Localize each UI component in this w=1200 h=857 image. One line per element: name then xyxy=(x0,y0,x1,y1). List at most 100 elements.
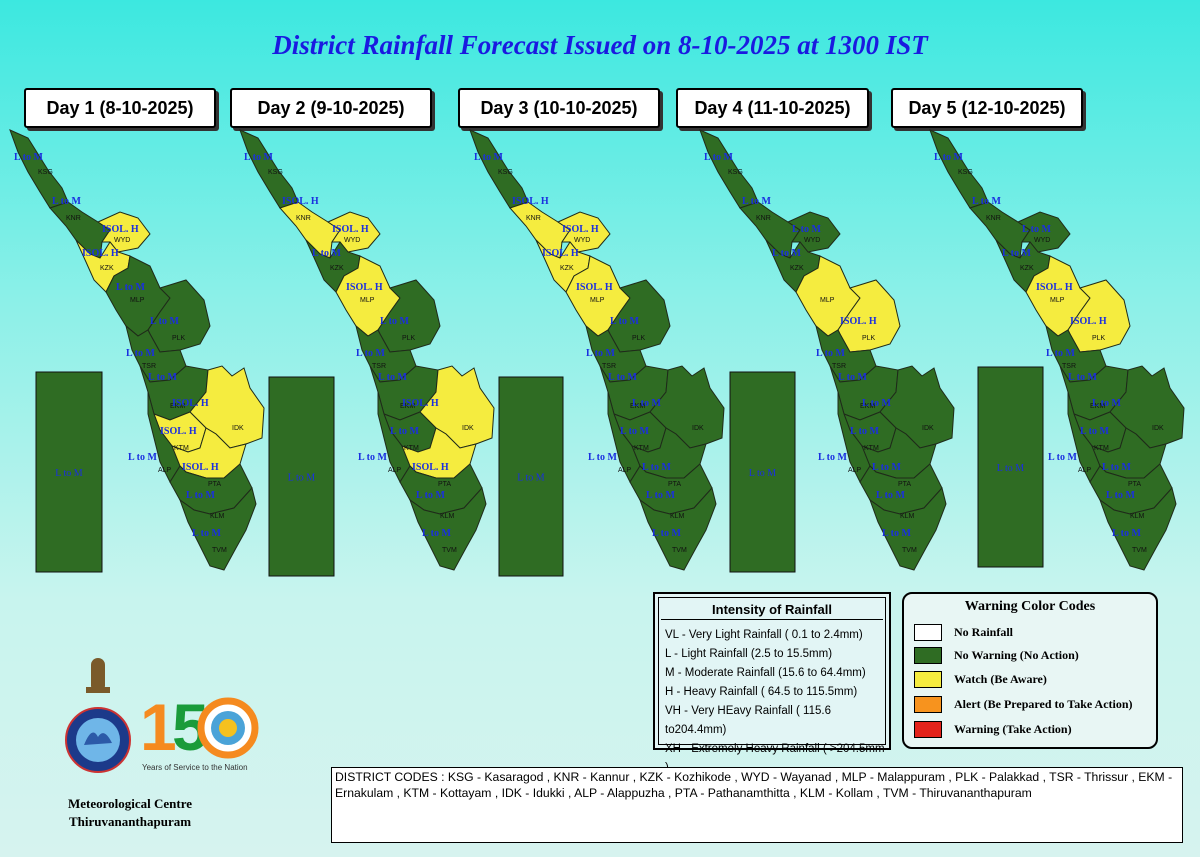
forecast-label: L to M xyxy=(1046,348,1075,359)
district-code: PLK xyxy=(402,335,416,342)
offshore-label: L to M xyxy=(749,468,777,479)
district-code: EKM xyxy=(170,403,185,410)
forecast-label: L to M xyxy=(358,452,387,463)
district-code: MLP xyxy=(360,297,375,304)
forecast-label: ISOL. H xyxy=(512,196,549,207)
district-code: PLK xyxy=(172,335,186,342)
kerala-map: L to M KSG L to M KNR ISOL. H WYD ISOL. H KZK L … xyxy=(9,129,265,571)
forecast-label: L to M xyxy=(850,426,879,437)
district-code: KZK xyxy=(560,265,574,272)
page-title: District Rainfall Forecast Issued on 8-1… xyxy=(272,30,928,60)
district-code: PTA xyxy=(438,481,451,488)
forecast-label: L to M xyxy=(1080,426,1109,437)
forecast-label: L to M xyxy=(610,316,639,327)
forecast-label: L to M xyxy=(1102,462,1131,473)
district-code: ALP xyxy=(618,467,632,474)
district-code: MLP xyxy=(590,297,605,304)
color-swatch xyxy=(914,646,942,664)
district-code: KTM xyxy=(634,445,649,452)
forecast-label: L to M xyxy=(244,152,273,163)
district-code: KNR xyxy=(986,215,1001,222)
district-code: TSR xyxy=(1062,363,1076,370)
forecast-label: L to M xyxy=(1106,490,1135,501)
district-tvm xyxy=(178,486,257,571)
district-knr xyxy=(739,201,801,259)
forecast-label: ISOL. H xyxy=(172,398,209,409)
district-tvm xyxy=(408,486,487,571)
district-code: KZK xyxy=(790,265,804,272)
district-code: IDK xyxy=(1152,425,1164,432)
forecast-label: ISOL. H xyxy=(102,224,139,235)
logo-digit-1: 1 xyxy=(140,690,177,764)
forecast-label: L to M xyxy=(646,490,675,501)
district-code: MLP xyxy=(1050,297,1065,304)
offshore-region xyxy=(35,371,103,573)
forecast-label: L to M xyxy=(52,196,81,207)
district-code: TVM xyxy=(442,547,457,554)
forecast-label: L to M xyxy=(972,196,1001,207)
forecast-label: L to M xyxy=(1022,224,1051,235)
forecast-label: ISOL. H xyxy=(282,196,319,207)
forecast-label: ISOL. H xyxy=(82,248,119,259)
district-code: MLP xyxy=(820,297,835,304)
forecast-label: L to M xyxy=(882,528,911,539)
forecast-label: L to M xyxy=(876,490,905,501)
district-code: PTA xyxy=(208,481,221,488)
forecast-label: L to M xyxy=(838,372,867,383)
day-label: Day 4 (11-10-2025) xyxy=(676,88,869,128)
district-code: EKM xyxy=(860,403,875,410)
district-tsr xyxy=(815,324,877,383)
district-code: IDK xyxy=(462,425,474,432)
forecast-label: L to M xyxy=(792,224,821,235)
offshore-label: L to M xyxy=(517,473,545,484)
color-swatch xyxy=(914,695,942,713)
forecast-label: L to M xyxy=(642,462,671,473)
district-code: KLM xyxy=(440,513,455,520)
forecast-label: L to M xyxy=(652,528,681,539)
district-knr xyxy=(509,201,571,259)
warning-heading: Warning Color Codes xyxy=(964,599,1096,614)
forecast-label: L to M xyxy=(1002,248,1031,259)
district-tvm xyxy=(1098,486,1177,571)
district-code: TVM xyxy=(902,547,917,554)
district-code: IDK xyxy=(692,425,704,432)
forecast-label: L to M xyxy=(416,490,445,501)
district-wyd xyxy=(96,211,151,253)
district-wyd xyxy=(326,211,381,253)
forecast-label: L to M xyxy=(356,348,385,359)
forecast-label: ISOL. H xyxy=(182,462,219,473)
offshore-region xyxy=(729,371,796,573)
forecast-label: L to M xyxy=(378,372,407,383)
org-line-2: Thiruvananthapuram xyxy=(68,814,192,829)
district-tsr xyxy=(1045,324,1107,383)
warning-label: Warning (Take Action) xyxy=(954,721,1072,736)
district-code: MLP xyxy=(130,297,145,304)
district-code: TVM xyxy=(672,547,687,554)
forecast-label: L to M xyxy=(742,196,771,207)
district-code: KTM xyxy=(1094,445,1109,452)
district-tsr xyxy=(585,324,647,383)
forecast-label: L to M xyxy=(1092,398,1121,409)
day-label: Day 2 (9-10-2025) xyxy=(230,88,432,128)
district-knr xyxy=(969,201,1031,259)
logo-tagline: Years of Service to the Nation xyxy=(142,763,248,772)
forecast-label: L to M xyxy=(150,316,179,327)
district-code: IDK xyxy=(922,425,934,432)
forecast-label: L to M xyxy=(934,152,963,163)
district-code: PLK xyxy=(862,335,876,342)
offshore-region xyxy=(498,376,564,577)
warning-label: Watch (Be Aware) xyxy=(954,671,1047,686)
intensity-row: L - Light Rainfall (2.5 to 15.5mm) xyxy=(665,648,833,660)
district-code: TSR xyxy=(832,363,846,370)
intensity-row: H - Heavy Rainfall ( 64.5 to 115.5mm) xyxy=(665,686,858,698)
warning-item: Warning (Take Action) xyxy=(914,720,1072,738)
intensity-legend: Intensity of Rainfall VL - Very Light Ra… xyxy=(653,592,891,774)
forecast-label: L to M xyxy=(588,452,617,463)
warning-label: No Warning (No Action) xyxy=(954,647,1079,662)
district-code: EKM xyxy=(630,403,645,410)
district-code: KTM xyxy=(404,445,419,452)
intensity-row: VH - Very HEavy Rainfall ( 115.6 to204.4… xyxy=(665,705,831,736)
warning-item: No Warning (No Action) xyxy=(914,646,1079,664)
forecast-label: L to M xyxy=(818,452,847,463)
